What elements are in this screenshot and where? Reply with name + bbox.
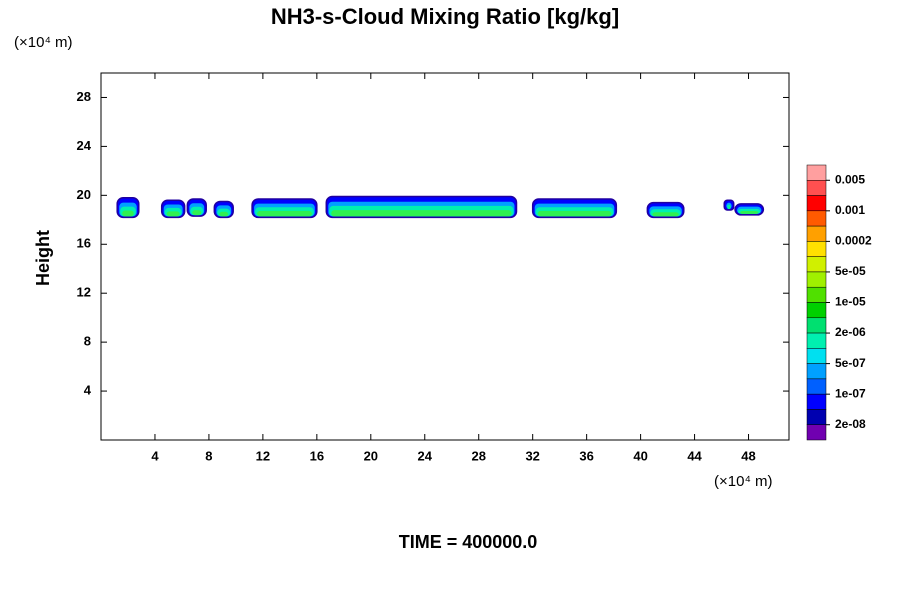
colorbar-box (806, 409, 827, 425)
x-tick-label: 36 (579, 448, 593, 463)
y-tick-label: 4 (84, 383, 92, 398)
y-label: Height (33, 230, 53, 286)
x-tick-label: 20 (364, 448, 378, 463)
cloud-patch (646, 201, 685, 219)
patch-core (652, 212, 679, 217)
x-tick-label: 48 (741, 448, 755, 463)
footer: TIME = 400000.0 (399, 532, 538, 552)
colorbar-label: 2e-06 (835, 325, 866, 339)
x-tick-label: 12 (256, 448, 270, 463)
x-tick-label: 16 (310, 448, 324, 463)
colorbar-box (806, 286, 827, 303)
colorbar-box (806, 195, 827, 212)
x-tick-label: 8 (205, 448, 212, 463)
x-tick-label: 32 (525, 448, 539, 463)
cloud-patch (531, 198, 618, 219)
x-tick-label: 44 (687, 448, 702, 463)
patch-core (219, 211, 229, 217)
patch-core (331, 210, 512, 217)
colorbar-box (806, 302, 827, 319)
y-tick-label: 8 (84, 334, 91, 349)
x-unit: (×10⁴ m) (714, 473, 773, 490)
colorbar-box (806, 393, 827, 410)
colorbar-label: 1e-05 (835, 295, 866, 309)
cloud-patch (160, 199, 186, 219)
patch-core (122, 210, 134, 217)
colorbar-box (806, 363, 827, 380)
colorbar-box (806, 180, 827, 196)
x-tick-label: 40 (633, 448, 647, 463)
colorbar-box (806, 317, 827, 334)
colorbar-box (806, 332, 827, 349)
patch-core (192, 210, 202, 216)
x-tick-label: 4 (151, 448, 159, 463)
plot-frame (100, 72, 790, 441)
colorbar-box (806, 271, 827, 288)
y-tick-label: 20 (77, 187, 91, 202)
y-unit: (×10⁴ m) (14, 34, 73, 51)
cloud-patch (734, 203, 765, 216)
cloud-patch (213, 200, 234, 219)
patch-core (729, 206, 731, 210)
colorbar-label: 0.001 (835, 203, 865, 217)
patch-core (740, 211, 759, 214)
colorbar-box (806, 424, 827, 441)
y-tick-label: 16 (77, 236, 91, 251)
colorbar-label: 5e-05 (835, 264, 866, 278)
cloud-patch (325, 195, 518, 219)
x-tick-label: 24 (418, 448, 433, 463)
cloud-patch (251, 198, 318, 219)
colorbar-box (806, 256, 827, 273)
colorbar-box (806, 348, 827, 364)
colorbar-label: 0.0002 (835, 234, 872, 248)
colorbar-label: 5e-07 (835, 356, 866, 370)
patch-core (166, 211, 180, 217)
cloud-patch (723, 199, 735, 211)
y-tick-label: 24 (77, 138, 92, 153)
patch-core (537, 210, 612, 217)
colorbar-box (806, 241, 827, 257)
colorbar-label: 0.005 (835, 172, 865, 186)
colorbar-label: 1e-07 (835, 386, 866, 400)
y-tick-label: 28 (77, 89, 91, 104)
chart-title: NH3-s-Cloud Mixing Ratio [kg/kg] (271, 4, 619, 29)
cloud-patch (186, 198, 207, 217)
patch-core (257, 210, 312, 217)
colorbar-box (806, 164, 827, 181)
x-tick-label: 28 (471, 448, 485, 463)
cloud-patch (116, 197, 140, 219)
colorbar-label: 2e-08 (835, 417, 866, 431)
colorbar-box (806, 225, 827, 242)
y-tick-label: 12 (77, 285, 91, 300)
colorbar-box (806, 210, 827, 227)
colorbar-box (806, 378, 827, 395)
